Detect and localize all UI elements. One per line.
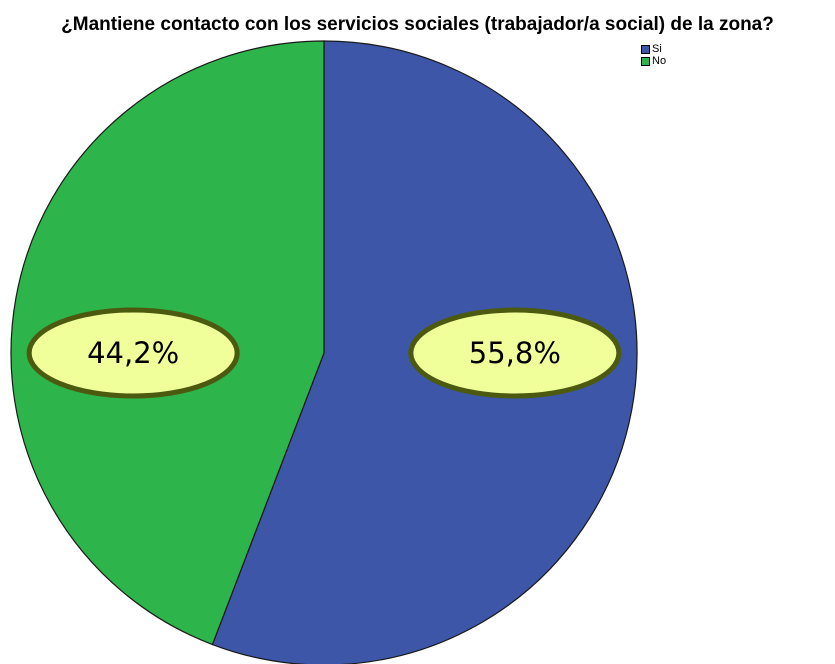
data-label-si: 55,8% [411, 310, 619, 396]
data-label-text-si: 55,8% [469, 336, 561, 370]
data-label-no: 44,2% [29, 310, 237, 396]
data-label-text-no: 44,2% [87, 336, 179, 370]
